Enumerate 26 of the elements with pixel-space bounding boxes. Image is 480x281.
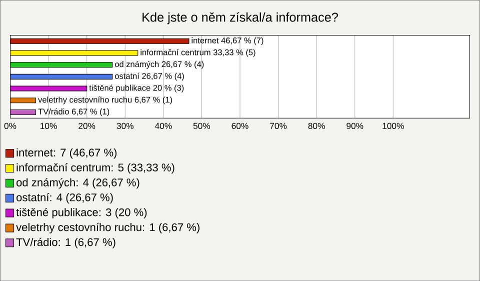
legend-label: veletrhy cestovního ruchu: 1 (6,67 %) bbox=[16, 222, 200, 234]
x-tick-label: 70% bbox=[270, 122, 287, 129]
data-label: ostatní 26,67 % (4) bbox=[115, 72, 184, 80]
x-tick-label: 30% bbox=[116, 122, 134, 129]
data-label: internet 46,67 % (7) bbox=[192, 37, 264, 45]
x-tick-label: 40% bbox=[154, 122, 172, 129]
x-tick-label: 50% bbox=[193, 122, 210, 129]
x-tick-label: 100% bbox=[382, 122, 404, 129]
data-label: informační centrum 33,33 % (5) bbox=[140, 48, 256, 57]
legend-label: internet: 7 (46,67 %) bbox=[16, 148, 117, 159]
x-tick-label: 80% bbox=[308, 122, 325, 129]
x-tick-label: 60% bbox=[232, 122, 248, 129]
x-tick-label: 0% bbox=[4, 122, 16, 129]
legend-label: TV/rádio: 1 (6,67 %) bbox=[16, 238, 116, 248]
legend-label: tištěné publikace: 3 (20 %) bbox=[16, 208, 147, 218]
x-tick-label: 20% bbox=[78, 122, 96, 129]
x-tick-label: 10% bbox=[40, 122, 57, 129]
chart-title: Kde jste o něm získal/a informace? bbox=[142, 12, 338, 24]
legend-label: informační centrum: 5 (33,33 %) bbox=[16, 163, 174, 174]
legend-label: ostatní: 4 (26,67 %) bbox=[16, 192, 113, 204]
x-tick-label: 90% bbox=[346, 122, 364, 129]
data-label: tištěné publikace 20 % (3) bbox=[89, 84, 184, 92]
legend-label: od známých: 4 (26,67 %) bbox=[16, 178, 140, 188]
data-label: TV/rádio 6,67 % (1) bbox=[38, 108, 110, 116]
data-label: veletrhy cestovního ruchu 6,67 % (1) bbox=[38, 96, 172, 104]
data-label: od známých 26,67 % (4) bbox=[115, 60, 204, 69]
